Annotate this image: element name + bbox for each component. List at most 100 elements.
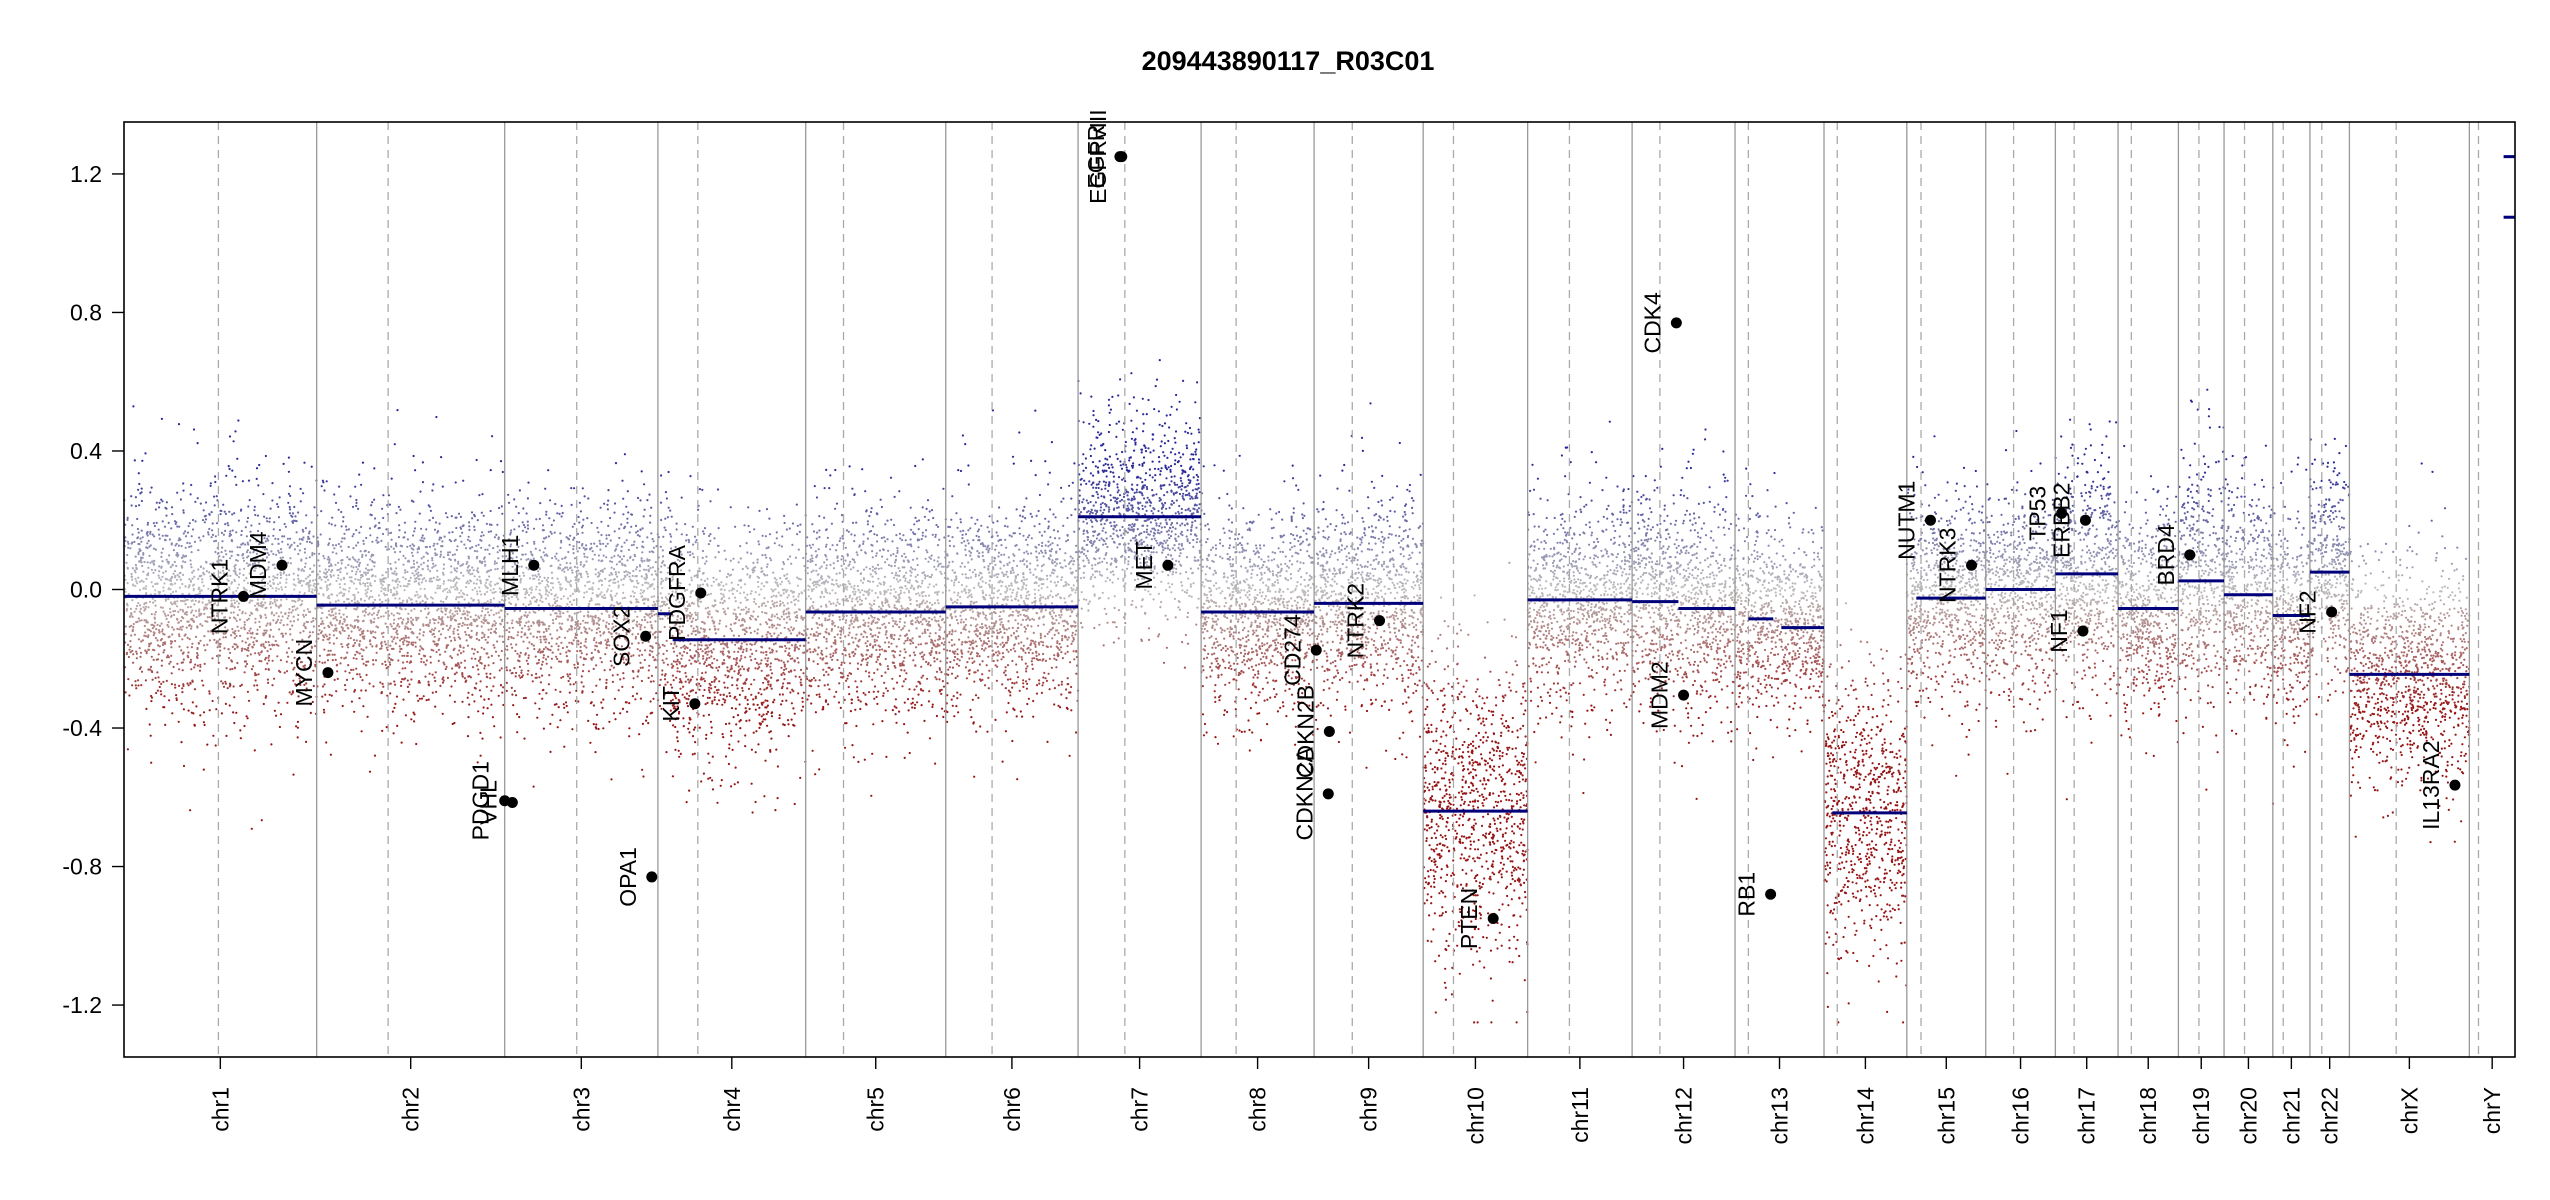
probe-point: [157, 676, 160, 679]
probe-point: [441, 540, 444, 543]
probe-point: [181, 691, 184, 694]
probe-point: [412, 559, 415, 563]
probe-point: [302, 613, 305, 617]
probe-point: [600, 533, 603, 537]
probe-point: [639, 626, 642, 629]
probe-point: [597, 727, 600, 731]
probe-point: [232, 685, 235, 688]
probe-point: [137, 472, 140, 475]
probe-point: [566, 597, 570, 600]
probe-point: [617, 689, 620, 692]
probe-point: [545, 590, 548, 593]
probe-point: [184, 603, 187, 606]
probe-point: [546, 647, 549, 651]
probe-point: [411, 566, 414, 569]
probe-point: [590, 629, 593, 632]
probe-point: [507, 635, 510, 639]
probe-point: [800, 709, 803, 712]
probe-point: [485, 685, 488, 688]
probe-point: [433, 622, 436, 625]
probe-point: [277, 542, 280, 545]
probe-point: [232, 711, 235, 714]
probe-point: [376, 613, 379, 617]
probe-point: [586, 575, 590, 578]
probe-point: [438, 538, 441, 541]
probe-point: [603, 669, 606, 672]
probe-point: [394, 642, 397, 645]
probe-point: [452, 630, 455, 633]
probe-point: [723, 681, 726, 684]
probe-point: [222, 503, 225, 506]
probe-point: [344, 607, 347, 610]
probe-point: [238, 568, 241, 571]
probe-point: [322, 634, 325, 637]
probe-point: [301, 538, 304, 542]
probe-point: [432, 640, 435, 643]
probe-point: [486, 587, 489, 590]
probe-point: [188, 592, 191, 596]
probe-point: [340, 549, 344, 552]
probe-point: [467, 582, 470, 585]
probe-point: [157, 574, 160, 577]
probe-point: [635, 546, 639, 549]
probe-point: [394, 683, 397, 686]
probe-point: [409, 576, 412, 580]
probe-point: [297, 599, 300, 602]
probe-point: [586, 572, 589, 576]
probe-point: [347, 528, 350, 531]
probe-point: [216, 522, 219, 525]
probe-point: [630, 601, 633, 605]
probe-point: [493, 620, 496, 623]
probe-point: [649, 521, 652, 524]
probe-point: [631, 574, 634, 578]
probe-point: [557, 648, 560, 651]
probe-point: [534, 655, 537, 658]
probe-point: [331, 516, 334, 519]
probe-point: [170, 576, 173, 580]
probe-point: [322, 554, 325, 558]
probe-point: [764, 657, 767, 660]
probe-point: [636, 582, 639, 585]
probe-point: [468, 611, 471, 614]
probe-point: [501, 470, 504, 474]
probe-point: [623, 596, 627, 600]
probe-point: [236, 546, 239, 549]
probe-point: [298, 549, 301, 552]
probe-point: [255, 585, 258, 588]
probe-point: [281, 540, 284, 543]
probe-point: [229, 668, 232, 671]
probe-point: [651, 633, 655, 636]
probe-point: [334, 600, 337, 603]
probe-point: [173, 683, 177, 686]
probe-point: [246, 717, 249, 720]
probe-point: [618, 602, 621, 606]
probe-point: [309, 703, 312, 706]
probe-point: [641, 540, 644, 544]
probe-point: [624, 564, 627, 567]
probe-point: [195, 705, 198, 708]
probe-point: [134, 496, 137, 499]
probe-point: [190, 611, 193, 614]
probe-point: [366, 629, 369, 633]
probe-point: [734, 525, 737, 528]
probe-point: [224, 512, 227, 516]
probe-point: [599, 634, 602, 637]
probe-point: [487, 628, 490, 631]
probe-point: [451, 722, 454, 726]
probe-point: [236, 457, 239, 460]
probe-point: [572, 552, 575, 555]
probe-point: [653, 578, 656, 581]
probe-point: [559, 532, 562, 535]
probe-point: [582, 663, 585, 666]
probe-point: [404, 667, 407, 670]
probe-point: [296, 736, 299, 739]
probe-point: [186, 636, 189, 639]
probe-point: [359, 675, 362, 679]
probe-point: [499, 658, 502, 661]
probe-point: [257, 604, 260, 607]
probe-point: [386, 593, 389, 596]
probe-point: [267, 656, 270, 659]
probe-point: [317, 637, 320, 640]
probe-point: [595, 684, 598, 687]
probe-point: [434, 618, 437, 622]
